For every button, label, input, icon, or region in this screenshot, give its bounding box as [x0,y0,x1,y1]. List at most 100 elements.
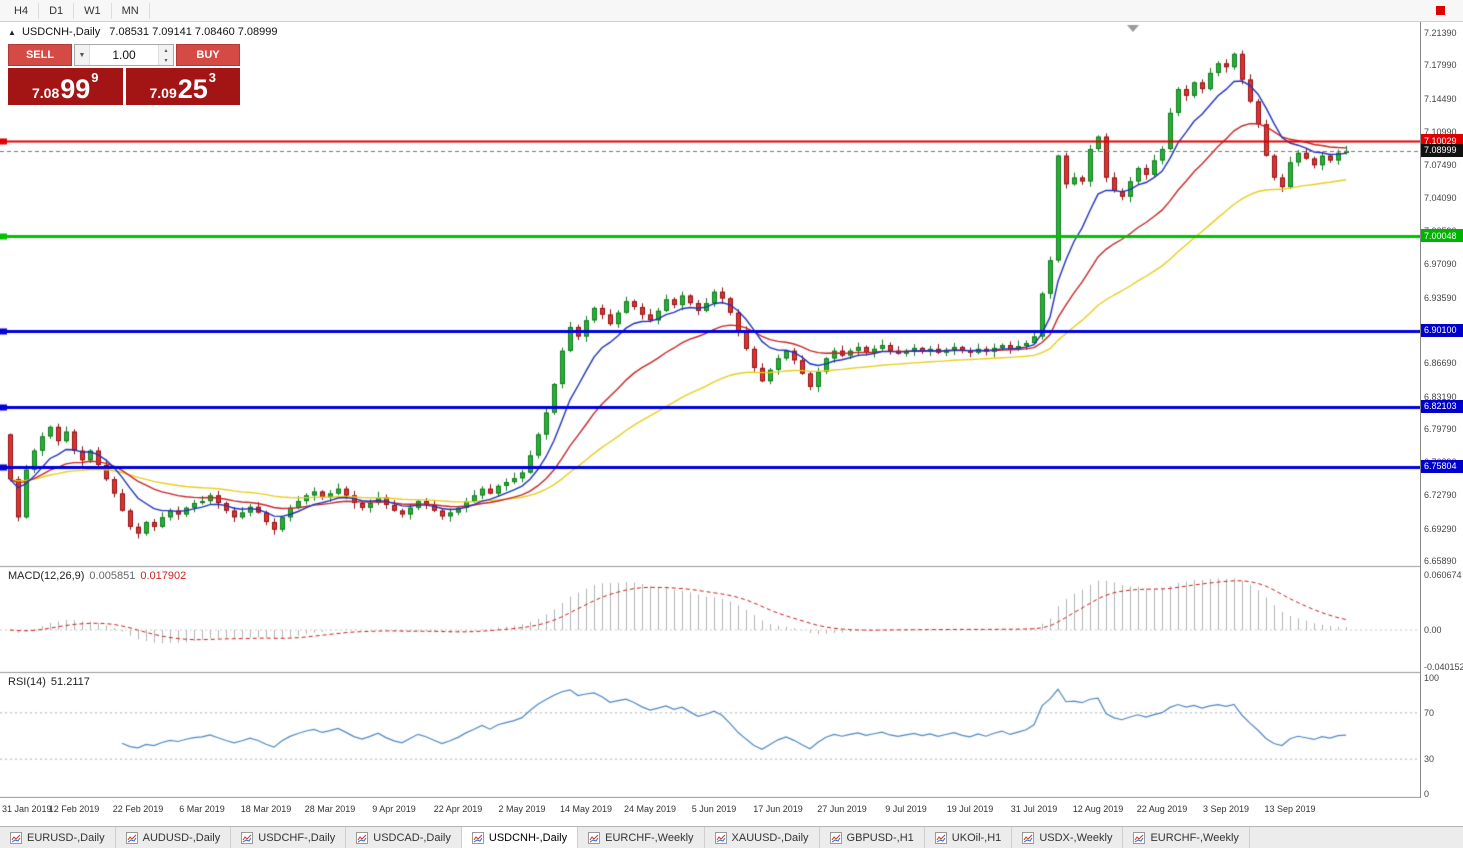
chart-icon [1022,831,1035,844]
buy-price-pips: 25 [177,74,208,105]
buy-price-main: 7.09 [149,84,177,101]
chart-tab-xauusd-daily[interactable]: XAUUSD-,Daily [704,827,820,848]
chart-tab-label: UKOil-,H1 [951,831,1002,844]
timeframe-toolbar: H4 D1 W1 MN [0,0,1463,22]
collapse-panel-icon[interactable]: ▲ [8,28,16,37]
volume-value[interactable]: 1.00 [112,48,136,62]
buy-button[interactable]: BUY [176,44,240,66]
chart-tab-label: EURCHF-,Weekly [605,831,694,844]
chart-tab-label: USDX-,Weekly [1039,831,1113,844]
price-badge: 6.90100 [1421,323,1463,337]
price-badge: 6.82103 [1421,399,1463,413]
chart-tab-label: AUDUSD-,Daily [142,831,221,844]
date-axis-label: 18 Mar 2019 [240,804,292,814]
price-axis-label: 6.83190 [1424,391,1457,402]
date-axis-label: 17 Jun 2019 [753,804,803,814]
chart-icon [10,831,22,844]
chart-tab-audusd-daily[interactable]: AUDUSD-,Daily [115,827,232,848]
chart-title: ▲ USDCNH-,Daily 7.08531 7.09141 7.08460 … [8,26,278,38]
chart-icon [934,831,947,844]
price-axis-label: 6.72790 [1424,490,1457,501]
chart-tab-eurusd-daily[interactable]: EURUSD-,Daily [0,827,116,848]
price-axis-label: 6.69290 [1424,523,1457,534]
timeframe-button-d1[interactable]: D1 [39,2,75,19]
volume-increase-button[interactable]: ▴ [159,45,173,55]
price-axis-label: 6.65890 [1424,556,1457,567]
price-axis-label: 6.79790 [1424,423,1457,434]
price-axis-label: 6.86690 [1424,358,1457,369]
date-axis-label: 27 Jun 2019 [817,804,867,814]
macd-signal-value: 0.017902 [140,570,187,582]
chart-tab-usdchf-daily[interactable]: USDCHF-,Daily [231,827,347,848]
price-badge: 7.10029 [1421,134,1463,148]
buy-price-sup: 3 [208,70,217,85]
chart-symbol-period: USDCNH-,Daily [21,26,101,38]
sell-price-display[interactable]: 7.08 99 9 [8,68,123,105]
price-scale-axis[interactable]: 7.21390 7.17990 7.14490 7.10990 7.07490 7.040… [1420,22,1463,799]
timeframe-button-h4[interactable]: H4 [4,2,40,19]
chart-icon [714,831,727,844]
price-axis-label: 7.04090 [1424,192,1457,203]
chart-ohlc-values: 7.08531 7.09141 7.08460 7.08999 [109,26,278,38]
timeframe-button-mn[interactable]: MN [112,2,150,19]
buy-price-display[interactable]: 7.09 25 3 [125,68,240,105]
date-axis-label: 9 Jul 2019 [885,804,927,814]
sell-price-main: 7.08 [31,84,60,101]
sell-price-sup: 9 [91,70,99,85]
macd-main-value: 0.005851 [89,570,136,582]
chart-tab-usdcnh-daily[interactable]: USDCNH-,Daily [461,827,579,848]
chart-tab-gbpusd-h1[interactable]: GBPUSD-,H1 [819,827,925,848]
price-axis-label: 6.93590 [1424,292,1457,303]
rsi-value: 51.2117 [50,676,90,688]
date-axis-label: 24 May 2019 [623,804,677,814]
volume-input[interactable]: ▼ 1.00 ▴ ▾ [74,44,174,66]
date-axis[interactable]: 31 Jan 2019 12 Feb 2019 22 Feb 2019 6 Mar 2… [0,798,1420,820]
date-axis-label: 6 Mar 2019 [179,804,225,814]
chart-tab-label: GBPUSD-,H1 [846,831,914,844]
date-axis-label: 28 Mar 2019 [304,804,356,814]
chart-tab-ukoil-h1[interactable]: UKOil-,H1 [924,827,1013,848]
chart-tab-usdcad-daily[interactable]: USDCAD-,Daily [346,827,462,848]
chart-tab-eurchf-weekly[interactable]: EURCHF-,Weekly [1123,827,1250,848]
date-axis-label: 31 Jan 2019 [2,804,52,814]
price-axis-label: 7.07490 [1424,160,1457,171]
date-axis-label: 22 Aug 2019 [1136,804,1188,814]
chart-tab-label: EURUSD-,Daily [27,831,105,844]
volume-decrease-button[interactable]: ▾ [159,55,173,65]
date-axis-label: 14 May 2019 [559,804,613,814]
chart-tab-label: EURCHF-,Weekly [1150,831,1239,844]
chart-tab-eurchf-weekly[interactable]: EURCHF-,Weekly [578,827,705,848]
macd-axis-label: 0.060674 [1424,569,1462,580]
date-axis-label: 19 Jul 2019 [946,804,994,814]
volume-spinner: ▴ ▾ [158,45,173,65]
chart-icon [471,831,484,844]
chart-tab-usdx-weekly[interactable]: USDX-,Weekly [1012,827,1124,848]
date-axis-label: 31 Jul 2019 [1010,804,1058,814]
rsi-name: RSI(14) [8,676,46,688]
rsi-axis-label: 0 [1424,789,1430,799]
price-axis-label: 7.21390 [1424,28,1457,39]
price-badge: 7.00048 [1421,229,1463,243]
date-axis-label: 22 Feb 2019 [112,804,164,814]
date-axis-label: 13 Sep 2019 [1264,804,1316,814]
chart-tab-label: USDCHF-,Daily [258,831,336,844]
date-axis-label: 5 Jun 2019 [691,804,737,814]
price-badge: 7.08999 [1421,143,1463,157]
date-axis-label: 3 Sep 2019 [1202,804,1250,814]
chart-icon [356,831,369,844]
price-chart-canvas[interactable] [0,22,1420,798]
sell-button[interactable]: SELL [8,44,72,66]
rsi-indicator-label: RSI(14) 51.2117 [8,676,90,688]
macd-name: MACD(12,26,9) [8,570,85,582]
one-click-trading-panel: SELL ▼ 1.00 ▴ ▾ BUY 7.08 99 9 7.09 25 3 [8,44,240,105]
date-axis-label: 12 Aug 2019 [1072,804,1124,814]
volume-dropdown-icon[interactable]: ▼ [75,45,90,65]
price-axis-label: 7.17990 [1424,60,1457,71]
chart-icon [829,831,842,844]
sell-price-pips: 99 [60,74,91,105]
timeframe-button-w1[interactable]: W1 [74,2,112,19]
macd-indicator-label: MACD(12,26,9) 0.005851 0.017902 [8,570,186,582]
chart-tab-label: USDCAD-,Daily [373,831,451,844]
price-axis-label: 7.14490 [1424,93,1457,104]
